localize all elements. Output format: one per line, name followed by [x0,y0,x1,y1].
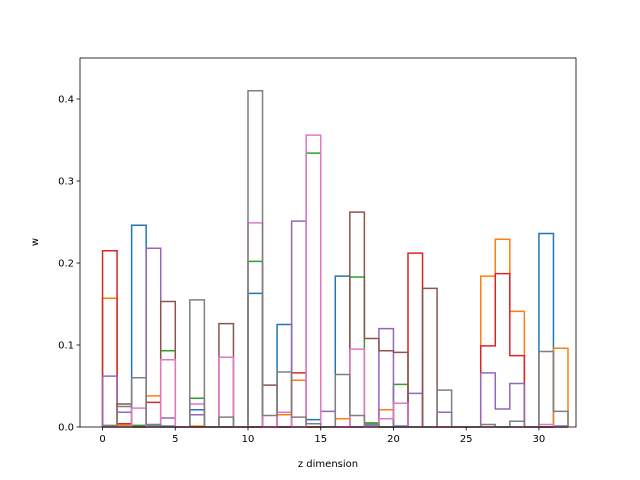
axes: 0 5 10 15 20 25 30 0.0 0.1 0.2 0.3 0.4 [58,57,577,445]
y-tick-label: 0.4 [58,95,74,106]
x-tick-label: 0 [99,434,105,445]
x-tick-label: 20 [387,434,400,445]
x-tick-label: 5 [172,434,178,445]
x-axis-label: z dimension [298,459,358,470]
y-tick-label: 0.3 [58,177,74,188]
y-tick-label: 0.0 [58,423,74,434]
x-tick-label: 25 [460,434,473,445]
x-tick-label: 30 [533,434,546,445]
y-axis-label: w [30,238,41,246]
y-tick-label: 0.1 [58,341,74,352]
x-tick-label: 10 [242,434,255,445]
x-tick-label: 15 [314,434,327,445]
y-tick-label: 0.2 [58,259,74,270]
axes-frame [79,57,577,428]
